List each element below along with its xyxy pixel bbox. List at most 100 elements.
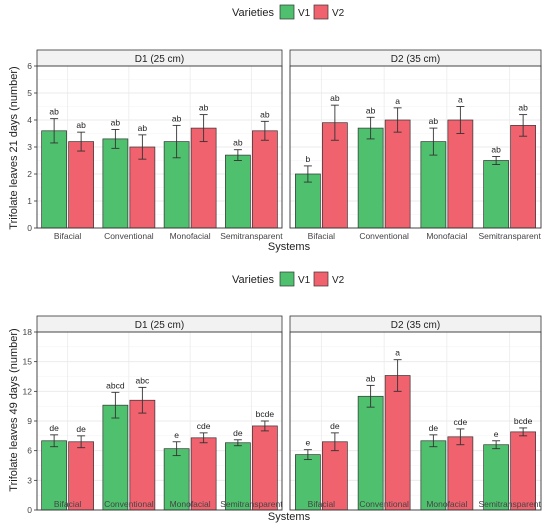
y-tick-label: 6	[27, 446, 32, 456]
x-tick-label: Monofacial	[426, 231, 467, 241]
legend-swatch-v1	[279, 271, 295, 287]
bar-v1	[420, 440, 447, 511]
bar-v1	[163, 448, 190, 511]
category-semitransparent: ab ab Semitransparent	[220, 66, 283, 241]
bar-v1	[483, 444, 509, 511]
y-tick-label: 3	[27, 475, 32, 485]
significance-label: b	[306, 154, 311, 164]
chart-1: Varieties V1 V2 Trifolate leaves 21 days (n…	[8, 4, 542, 253]
bar-v1	[225, 442, 251, 511]
bar-v1	[225, 154, 251, 229]
significance-label: bcde	[514, 416, 533, 426]
significance-label: ab	[138, 123, 148, 133]
bar-v2	[190, 127, 217, 229]
y-tick-label: 4	[27, 115, 32, 125]
significance-label: ab	[366, 105, 376, 115]
bar-v2	[68, 441, 94, 511]
y-tick-label: 3	[27, 142, 32, 152]
bar-v1	[483, 160, 509, 229]
legend-label-v1: V1	[298, 8, 311, 19]
bar-v1	[102, 404, 129, 511]
significance-label: ab	[199, 103, 209, 113]
category-monofacial: ab ab Monofacial	[163, 66, 217, 241]
facet-2: D2 (35 cm) e de Bifacial ab a Conventional de cd…	[289, 315, 542, 511]
bar-v2	[510, 431, 536, 511]
significance-label: e	[306, 438, 311, 448]
y-tick-label: 6	[27, 61, 32, 71]
category-conventional: abcd abc Conventional	[102, 332, 156, 511]
x-tick-label: Monofacial	[170, 499, 211, 509]
significance-label: ab	[233, 138, 243, 148]
x-tick-label: Semitransparent	[220, 231, 283, 241]
significance-label: de	[76, 424, 86, 434]
significance-label: ab	[76, 120, 86, 130]
legend: Varieties V1 V2	[232, 271, 345, 287]
bar-v2	[510, 125, 536, 229]
x-tick-label: Bifacial	[308, 499, 336, 509]
significance-label: ab	[111, 117, 121, 127]
x-tick-label: Monofacial	[170, 231, 211, 241]
category-monofacial: de cde Monofacial	[420, 332, 474, 511]
x-tick-label: Semitransparent	[478, 499, 541, 509]
panel-border	[289, 331, 542, 511]
bar-v1	[295, 173, 321, 229]
x-tick-label: Conventional	[359, 231, 409, 241]
category-semitransparent: ab ab Semitransparent	[478, 66, 541, 241]
x-tick-label: Semitransparent	[220, 499, 283, 509]
significance-label: a	[458, 95, 463, 105]
y-tick-label: 12	[23, 386, 33, 396]
category-bifacial: de de Bifacial	[41, 332, 94, 511]
y-tick-label: 18	[23, 327, 33, 337]
bar-v2	[129, 399, 156, 511]
category-monofacial: ab a Monofacial	[420, 66, 474, 241]
legend: Varieties V1 V2	[232, 4, 345, 20]
y-tick-label: 15	[23, 357, 33, 367]
x-axis-label: Systems	[268, 241, 311, 253]
bar-v1	[357, 395, 384, 511]
bar-v2	[384, 119, 411, 229]
bar-v2	[252, 425, 278, 511]
facet-strip-label: D1 (25 cm)	[135, 54, 184, 65]
category-semitransparent: de bcde Semitransparent	[220, 332, 283, 511]
y-tick-label: 1	[27, 196, 32, 206]
legend-swatch-v2	[313, 271, 329, 287]
bar-v2	[447, 436, 474, 511]
x-axis-label: Systems	[268, 511, 311, 523]
x-tick-label: Bifacial	[54, 231, 82, 241]
bar-v1	[295, 454, 321, 511]
significance-label: de	[233, 428, 243, 438]
significance-label: a	[395, 348, 400, 358]
bar-v2	[68, 141, 94, 229]
bar-v1	[102, 138, 129, 229]
category-conventional: ab a Conventional	[357, 66, 411, 241]
significance-label: cde	[197, 421, 211, 431]
significance-label: ab	[172, 113, 182, 123]
significance-label: e	[494, 429, 499, 439]
legend-title: Varieties	[232, 7, 274, 19]
x-tick-label: Semitransparent	[478, 231, 541, 241]
category-bifacial: ab ab Bifacial	[41, 66, 94, 241]
bar-v2	[384, 375, 411, 511]
x-tick-label: Conventional	[104, 499, 154, 509]
significance-label: cde	[454, 417, 468, 427]
significance-label: de	[429, 423, 439, 433]
y-tick-label: 2	[27, 169, 32, 179]
significance-label: bcde	[256, 409, 275, 419]
legend-label-v1: V1	[298, 275, 311, 286]
bar-v2	[447, 119, 474, 229]
facet-strip-label: D2 (35 cm)	[391, 54, 440, 65]
facet-1: D1 (25 cm) de de Bifacial abcd abc Conventiona…	[23, 315, 283, 515]
bar-v2	[129, 146, 156, 229]
legend-swatch-v2	[313, 4, 329, 20]
x-tick-label: Conventional	[104, 231, 154, 241]
y-axis-label: Trifolate leaves 21 days (number)	[8, 66, 20, 229]
significance-label: de	[330, 421, 340, 431]
legend-title: Varieties	[232, 274, 274, 286]
y-tick-label: 0	[27, 505, 32, 515]
significance-label: ab	[366, 373, 376, 383]
significance-label: ab	[429, 116, 439, 126]
significance-label: ab	[330, 93, 340, 103]
bar-v1	[41, 130, 67, 229]
significance-label: ab	[491, 144, 501, 154]
